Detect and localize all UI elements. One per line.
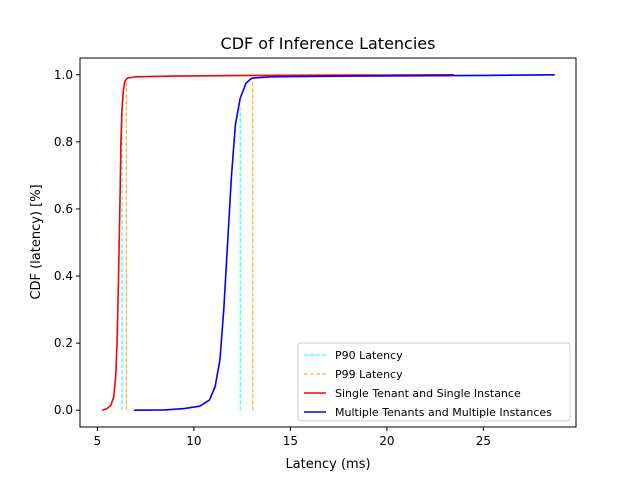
plot-area bbox=[79, 57, 577, 428]
series-lines bbox=[101, 73, 555, 412]
y-axis-ticks: 0.0 0.2 0.4 0.6 0.8 1.0 bbox=[54, 68, 80, 417]
chart-title: CDF of Inference Latencies bbox=[221, 34, 436, 53]
x-axis-ticks: 5 10 15 20 25 bbox=[94, 427, 491, 448]
plot-frame bbox=[79, 57, 577, 428]
series-line-single-tenant bbox=[101, 73, 455, 411]
legend-box bbox=[297, 342, 571, 422]
legend-label: Single Tenant and Single Instance bbox=[335, 387, 521, 400]
x-tick-label: 10 bbox=[186, 434, 201, 448]
y-tick-label: 1.0 bbox=[54, 68, 73, 82]
series-line-multiple-tenants bbox=[134, 73, 555, 412]
reference-lines bbox=[121, 78, 254, 411]
x-axis-label: Latency (ms) bbox=[285, 457, 370, 472]
y-tick-label: 0.2 bbox=[54, 336, 73, 350]
x-tick-label: 25 bbox=[476, 434, 491, 448]
legend-label: P99 Latency bbox=[335, 368, 403, 381]
y-tick-label: 0.4 bbox=[54, 269, 73, 283]
legend: P90 Latency P99 Latency Single Tenant and … bbox=[297, 342, 571, 422]
y-axis-label: CDF (latency) [%] bbox=[29, 184, 44, 299]
x-tick-label: 15 bbox=[283, 434, 298, 448]
y-tick-label: 0.6 bbox=[54, 202, 73, 216]
x-tick-label: 20 bbox=[379, 434, 394, 448]
legend-label: P90 Latency bbox=[335, 349, 403, 362]
y-tick-label: 0.0 bbox=[54, 403, 73, 417]
legend-label: Multiple Tenants and Multiple Instances bbox=[335, 406, 552, 419]
y-tick-label: 0.8 bbox=[54, 135, 73, 149]
x-tick-label: 5 bbox=[94, 434, 102, 448]
